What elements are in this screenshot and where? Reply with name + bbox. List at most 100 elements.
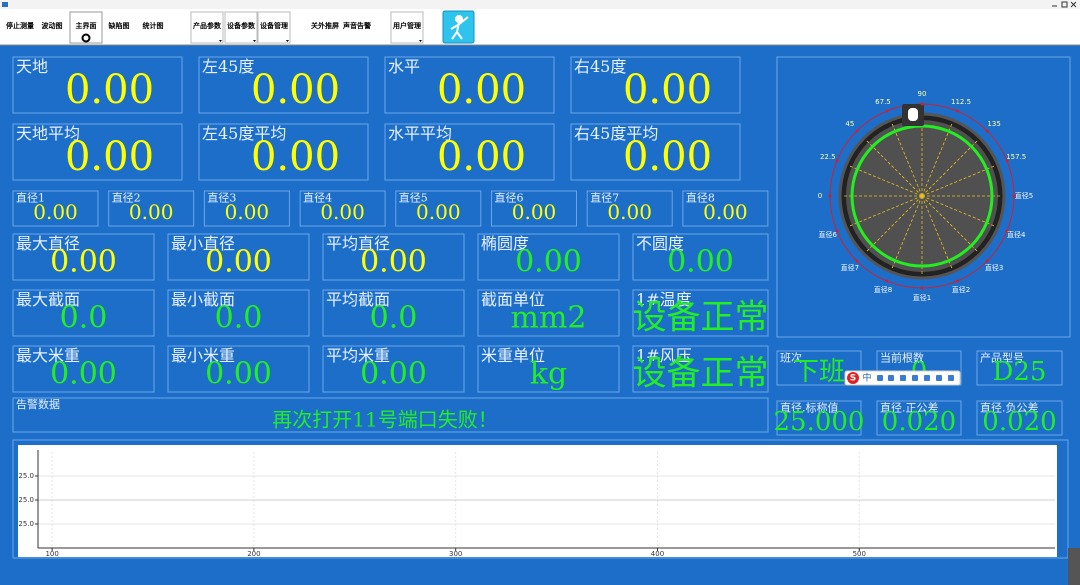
panel-value: kg <box>530 356 567 391</box>
panel-label: 班次 <box>780 351 802 365</box>
panel-value: 设备正常 <box>633 353 769 393</box>
ime-icon[interactable] <box>936 375 942 381</box>
polar-label: 112.5 <box>951 98 971 106</box>
panel <box>12 123 183 181</box>
polar-label: 直径6 <box>819 230 838 239</box>
panel-label: 天地平均 <box>16 124 80 143</box>
panel-label: 最小截面 <box>171 290 235 309</box>
panel-value: 0.00 <box>437 67 526 113</box>
ime-logo-bg <box>847 372 859 384</box>
panel <box>395 190 482 227</box>
toolbar-button[interactable]: 波动图 <box>42 21 63 30</box>
polar-label: 直径8 <box>874 285 892 294</box>
panel-value: 0.00 <box>512 200 557 224</box>
alarm-panel <box>12 397 769 433</box>
panel <box>108 190 195 227</box>
panel-label: 米重单位 <box>481 346 545 365</box>
panel <box>477 289 620 337</box>
ring-dot <box>835 159 839 163</box>
panel-value: 0.00 <box>251 67 340 113</box>
polar-label: 直径7 <box>841 263 859 272</box>
panel <box>586 190 673 227</box>
panel <box>12 56 183 114</box>
toolbar-button[interactable]: 设备管理 <box>260 21 288 30</box>
toolbar-button[interactable]: 关外推屏 <box>311 21 339 30</box>
panel-label: 右45度 <box>574 57 626 76</box>
panel <box>167 289 310 337</box>
ime-lang[interactable]: 中 <box>862 372 871 384</box>
x-tick-label: 300 <box>449 550 462 558</box>
panel <box>682 190 769 227</box>
polar-label: 135 <box>987 120 1000 128</box>
toolbar-button[interactable]: 主界面 <box>76 21 97 30</box>
panel-label: 直径5 <box>399 191 428 205</box>
panel-value: 0.00 <box>703 200 748 224</box>
dropdown-frame <box>257 11 291 44</box>
spoke <box>847 165 923 197</box>
spoke <box>921 195 997 227</box>
ime-icon[interactable] <box>900 375 906 381</box>
panel <box>570 123 741 181</box>
tab-indicator <box>81 33 91 43</box>
toolbar-button[interactable]: 产品参数 <box>193 21 222 30</box>
x-tick-label: 100 <box>45 550 58 558</box>
ime-logo: S <box>850 374 856 384</box>
ring-dot <box>885 109 889 113</box>
panel <box>299 190 386 227</box>
panel-value: 0.0 <box>370 300 418 335</box>
spoke <box>921 121 953 197</box>
panel-label: 水平 <box>388 57 420 76</box>
window-controls[interactable] <box>1052 1 1077 8</box>
toolbar-button[interactable]: 设备参数 <box>227 21 256 30</box>
panel-value: D25 <box>993 357 1047 387</box>
toolbar-button[interactable]: 声音告警 <box>342 21 371 30</box>
toolbar-button[interactable]: 缺陷图 <box>108 21 130 30</box>
ring-dot <box>920 102 924 106</box>
panel <box>167 233 310 281</box>
ime-icon[interactable] <box>912 375 918 381</box>
panel-label: 截面单位 <box>481 290 545 309</box>
spoke <box>921 195 979 253</box>
spoke <box>847 195 923 227</box>
toolbar-button[interactable]: 统计图 <box>143 21 164 30</box>
ring-dot <box>835 229 839 233</box>
panel-value: mm2 <box>511 300 587 335</box>
panel-label: 最大米重 <box>16 346 80 365</box>
toolbar-button[interactable]: 用户管理 <box>393 21 421 30</box>
panel <box>12 233 155 281</box>
panel-label: 最小米重 <box>171 346 235 365</box>
panel-value: 0.00 <box>623 134 712 180</box>
polar-label: 22.5 <box>820 153 836 161</box>
panel <box>384 56 555 114</box>
panel-value: 0.00 <box>320 200 365 224</box>
x-tick-label: 500 <box>853 550 866 558</box>
ime-icon[interactable] <box>924 375 930 381</box>
panel-value: 0.00 <box>360 244 427 279</box>
panel <box>322 233 465 281</box>
polar-label: 直径3 <box>985 263 1003 272</box>
panel-label: 最大截面 <box>16 290 80 309</box>
panel-label: 最小直径 <box>171 234 235 253</box>
ime-icon[interactable] <box>948 375 954 381</box>
polar-label: 直径2 <box>952 285 970 294</box>
dropdown-arrow <box>253 40 256 42</box>
ime-icon[interactable] <box>888 375 894 381</box>
dropdown-arrow <box>286 40 289 42</box>
dropdown-frame <box>190 11 224 44</box>
panel-value: 0.00 <box>205 244 272 279</box>
panel <box>477 345 620 393</box>
panel-label: 直径8 <box>686 191 715 205</box>
polar-label: 67.5 <box>875 98 891 106</box>
scroll-corner <box>1068 548 1080 585</box>
ring-dot <box>828 194 832 198</box>
panel-label: 当前根数 <box>880 351 924 365</box>
spoke <box>921 139 979 197</box>
panel-label: 不圆度 <box>636 234 684 253</box>
ime-icon[interactable] <box>877 375 883 381</box>
panel-label: 直径2 <box>112 191 141 205</box>
panel <box>632 345 769 393</box>
panel <box>322 289 465 337</box>
panel-value: 0.00 <box>437 134 526 180</box>
x-tick-label: 400 <box>651 550 664 558</box>
toolbar-button[interactable]: 停止测量 <box>6 21 34 30</box>
